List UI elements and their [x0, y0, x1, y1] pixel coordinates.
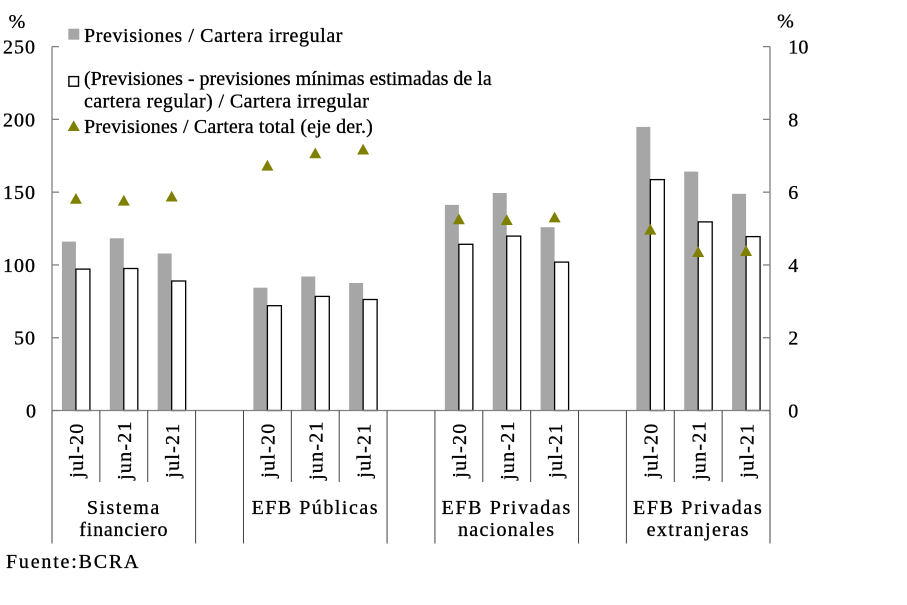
svg-text:%: % — [777, 11, 794, 33]
svg-text:jul-20: jul-20 — [66, 422, 88, 478]
svg-text:cartera regular) / Cartera irr: cartera regular) / Cartera irregular — [84, 91, 369, 113]
svg-text:nacionales: nacionales — [458, 519, 555, 541]
svg-text:50: 50 — [14, 328, 36, 350]
svg-text:jul-21: jul-21 — [736, 422, 758, 478]
svg-text:8: 8 — [788, 109, 798, 131]
svg-text:250: 250 — [3, 37, 36, 59]
svg-text:financiero: financiero — [79, 519, 168, 541]
svg-text:2: 2 — [788, 328, 798, 350]
svg-text:Sistema: Sistema — [87, 497, 161, 519]
svg-text:Previsiones / Cartera total (e: Previsiones / Cartera total (eje der.) — [84, 116, 373, 138]
svg-text:EFB Privadas: EFB Privadas — [633, 497, 763, 519]
svg-text:jul-21: jul-21 — [162, 422, 184, 478]
svg-text:jul-21: jul-21 — [545, 422, 567, 478]
svg-text:jul-20: jul-20 — [258, 422, 280, 478]
svg-text:jul-20: jul-20 — [641, 422, 663, 478]
svg-text:Fuente:BCRA: Fuente:BCRA — [6, 551, 140, 573]
svg-text:EFB Públicas: EFB Públicas — [252, 497, 379, 519]
svg-text:jun-21: jun-21 — [688, 420, 710, 481]
svg-text:200: 200 — [3, 109, 36, 131]
svg-text:6: 6 — [788, 182, 798, 204]
svg-text:extranjeras: extranjeras — [647, 519, 750, 541]
svg-text:(Previsiones - previsiones mín: (Previsiones - previsiones mínimas estim… — [84, 68, 492, 90]
svg-text:0: 0 — [788, 400, 798, 422]
svg-text:jun-21: jun-21 — [497, 420, 519, 481]
svg-text:jun-21: jun-21 — [114, 420, 136, 481]
svg-text:10: 10 — [788, 37, 808, 59]
svg-text:EFB Privadas: EFB Privadas — [442, 497, 572, 519]
svg-text:%: % — [9, 11, 26, 33]
svg-text:4: 4 — [788, 255, 798, 277]
svg-text:jul-21: jul-21 — [353, 422, 375, 478]
svg-text:Previsiones / Cartera irregula: Previsiones / Cartera irregular — [84, 25, 343, 47]
svg-text:0: 0 — [26, 400, 36, 422]
svg-text:150: 150 — [3, 182, 36, 204]
svg-text:100: 100 — [3, 255, 36, 277]
svg-text:jul-20: jul-20 — [449, 422, 471, 478]
svg-text:jun-21: jun-21 — [305, 420, 327, 481]
